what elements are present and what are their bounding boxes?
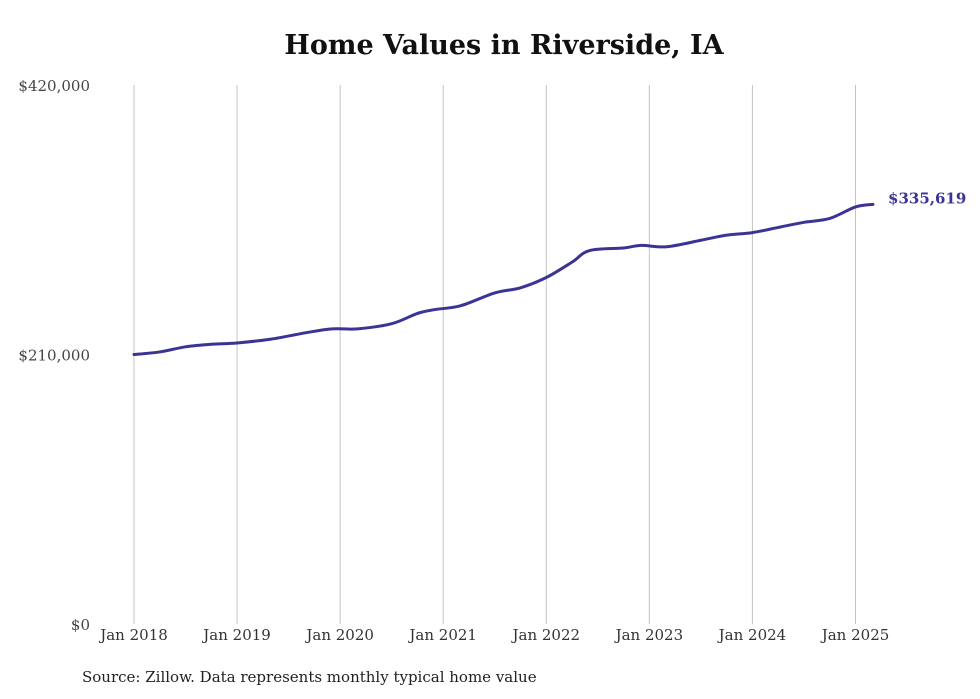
chart-title: Home Values in Riverside, IA [284, 30, 724, 61]
x-tick-label: Jan 2023 [614, 626, 684, 644]
x-tick-label: Jan 2018 [98, 626, 168, 644]
x-tick-label: Jan 2021 [407, 626, 477, 644]
home-value-line [132, 202, 875, 356]
source-note: Source: Zillow. Data represents monthly … [82, 668, 537, 686]
x-tick-label: Jan 2022 [511, 626, 581, 644]
y-tick-label: $210,000 [18, 347, 90, 365]
end-value-label: $335,619 [888, 189, 966, 207]
y-tick-label: $0 [71, 616, 90, 634]
y-tick-label: $420,000 [18, 77, 90, 95]
x-tick-label: Jan 2024 [717, 626, 787, 644]
x-tick-label: Jan 2019 [201, 626, 271, 644]
x-tick-label: Jan 2020 [304, 626, 374, 644]
x-tick-label: Jan 2025 [820, 626, 890, 644]
